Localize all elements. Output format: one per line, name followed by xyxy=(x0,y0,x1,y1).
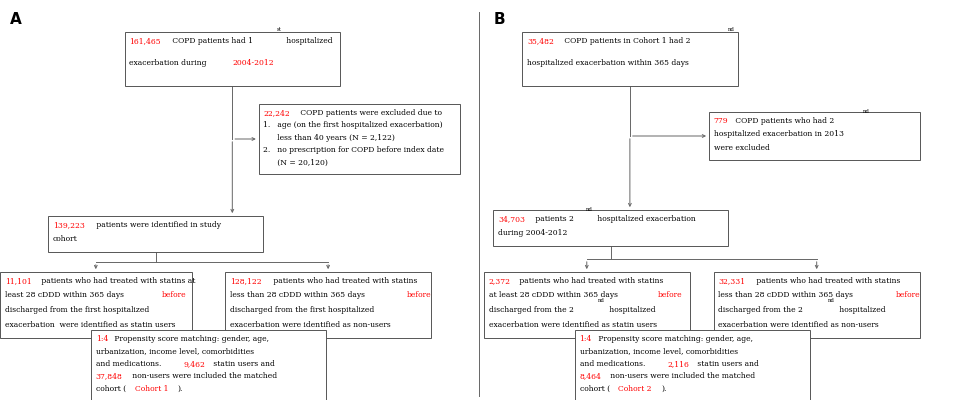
Text: cohort (: cohort ( xyxy=(580,385,609,393)
Text: 161,465: 161,465 xyxy=(129,37,161,45)
Text: COPD patients were excluded due to: COPD patients were excluded due to xyxy=(298,109,442,117)
Text: discharged from the first hospitalized: discharged from the first hospitalized xyxy=(5,306,149,314)
Text: hospitalized: hospitalized xyxy=(284,37,332,45)
Text: 22,242: 22,242 xyxy=(263,109,290,117)
Text: 128,122: 128,122 xyxy=(230,277,262,285)
Text: 139,223: 139,223 xyxy=(53,221,84,229)
Text: st: st xyxy=(277,27,283,32)
Text: exacerbation were identified as non-users: exacerbation were identified as non-user… xyxy=(230,320,391,328)
Bar xyxy=(522,32,738,86)
Text: ).: ). xyxy=(178,385,183,393)
Bar xyxy=(575,330,810,400)
Text: hospitalized exacerbation within 365 days: hospitalized exacerbation within 365 day… xyxy=(527,59,689,67)
Text: COPD patients in Cohort 1 had 2: COPD patients in Cohort 1 had 2 xyxy=(561,37,690,45)
Text: 2.   no prescription for COPD before index date: 2. no prescription for COPD before index… xyxy=(263,146,445,154)
Text: 9,462: 9,462 xyxy=(183,360,205,368)
Text: patients who had treated with statins: patients who had treated with statins xyxy=(754,277,900,285)
Text: nd: nd xyxy=(828,298,834,303)
Text: patients who had treated with statins: patients who had treated with statins xyxy=(271,277,417,285)
Text: before: before xyxy=(407,291,432,299)
Bar xyxy=(0,272,192,338)
Text: exacerbation were identified as statin users: exacerbation were identified as statin u… xyxy=(489,320,656,328)
Bar xyxy=(225,272,431,338)
Text: less than 40 years (N = 2,122): less than 40 years (N = 2,122) xyxy=(263,134,396,142)
Bar xyxy=(709,112,920,160)
Text: 1.   age (on the first hospitalized exacerbation): 1. age (on the first hospitalized exacer… xyxy=(263,121,443,129)
Text: 32,331: 32,331 xyxy=(718,277,745,285)
Text: hospitalized: hospitalized xyxy=(607,306,655,314)
Text: cohort (: cohort ( xyxy=(96,385,125,393)
Text: Cohort 2: Cohort 2 xyxy=(619,385,652,393)
Text: hospitalized exacerbation: hospitalized exacerbation xyxy=(595,215,696,223)
Text: were excluded: were excluded xyxy=(714,144,769,152)
Text: urbanization, income level, comorbidities: urbanization, income level, comorbiditie… xyxy=(96,347,254,355)
Text: (N = 20,120): (N = 20,120) xyxy=(263,159,329,167)
Text: 1:4: 1:4 xyxy=(580,335,592,343)
Bar xyxy=(259,104,460,174)
Text: non-users were included the matched: non-users were included the matched xyxy=(130,372,278,380)
Bar xyxy=(125,32,340,86)
Text: statin users and: statin users and xyxy=(212,360,275,368)
Text: 35,482: 35,482 xyxy=(527,37,554,45)
Text: patients were identified in study: patients were identified in study xyxy=(94,221,221,229)
Text: before: before xyxy=(896,291,921,299)
Text: before: before xyxy=(161,291,186,299)
Text: nd: nd xyxy=(585,207,593,212)
Text: exacerbation were identified as non-users: exacerbation were identified as non-user… xyxy=(718,320,879,328)
Text: patients 2: patients 2 xyxy=(533,215,574,223)
Text: and medications.: and medications. xyxy=(96,360,164,368)
Text: 2004-2012: 2004-2012 xyxy=(233,59,274,67)
Text: patients who had treated with statins: patients who had treated with statins xyxy=(517,277,663,285)
Text: discharged from the 2: discharged from the 2 xyxy=(718,306,804,314)
Text: nd: nd xyxy=(863,110,870,114)
Text: nd: nd xyxy=(727,27,734,32)
Text: 1:4: 1:4 xyxy=(96,335,108,343)
Text: 2,372: 2,372 xyxy=(489,277,511,285)
Text: statin users and: statin users and xyxy=(696,360,759,368)
Text: 2,116: 2,116 xyxy=(667,360,689,368)
Text: less than 28 cDDD within 365 days: less than 28 cDDD within 365 days xyxy=(230,291,367,299)
Text: less than 28 cDDD within 365 days: less than 28 cDDD within 365 days xyxy=(718,291,855,299)
Text: ).: ). xyxy=(662,385,667,393)
Text: least 28 cDDD within 365 days: least 28 cDDD within 365 days xyxy=(5,291,126,299)
Bar xyxy=(48,216,263,252)
Text: 779: 779 xyxy=(714,117,728,125)
Text: Propensity score matching: gender, age,: Propensity score matching: gender, age, xyxy=(596,335,753,343)
Text: 34,703: 34,703 xyxy=(498,215,525,223)
Text: exacerbation during: exacerbation during xyxy=(129,59,209,67)
Text: at least 28 cDDD within 365 days: at least 28 cDDD within 365 days xyxy=(489,291,620,299)
Text: 11,101: 11,101 xyxy=(5,277,32,285)
Text: hospitalized: hospitalized xyxy=(837,306,885,314)
Text: discharged from the first hospitalized: discharged from the first hospitalized xyxy=(230,306,375,314)
Text: exacerbation  were identified as statin users: exacerbation were identified as statin u… xyxy=(5,320,175,328)
Text: nd: nd xyxy=(598,298,604,303)
Text: COPD patients had 1: COPD patients had 1 xyxy=(171,37,253,45)
Text: Propensity score matching: gender, age,: Propensity score matching: gender, age, xyxy=(112,335,269,343)
Text: COPD patients who had 2: COPD patients who had 2 xyxy=(733,117,833,125)
Text: and medications.: and medications. xyxy=(580,360,648,368)
Text: Cohort 1: Cohort 1 xyxy=(135,385,169,393)
Text: during 2004-2012: during 2004-2012 xyxy=(498,229,567,237)
Text: patients who had treated with statins at: patients who had treated with statins at xyxy=(39,277,195,285)
Bar xyxy=(714,272,920,338)
Bar xyxy=(484,272,690,338)
Text: A: A xyxy=(10,12,21,27)
Text: cohort: cohort xyxy=(53,235,78,243)
Bar xyxy=(91,330,326,400)
Bar xyxy=(493,210,728,246)
Text: B: B xyxy=(493,12,505,27)
Text: before: before xyxy=(658,291,683,299)
Text: 37,848: 37,848 xyxy=(96,372,123,380)
Text: hospitalized exacerbation in 2013: hospitalized exacerbation in 2013 xyxy=(714,130,844,138)
Text: discharged from the 2: discharged from the 2 xyxy=(489,306,574,314)
Text: 8,464: 8,464 xyxy=(580,372,602,380)
Text: non-users were included the matched: non-users were included the matched xyxy=(607,372,755,380)
Text: urbanization, income level, comorbidities: urbanization, income level, comorbiditie… xyxy=(580,347,738,355)
